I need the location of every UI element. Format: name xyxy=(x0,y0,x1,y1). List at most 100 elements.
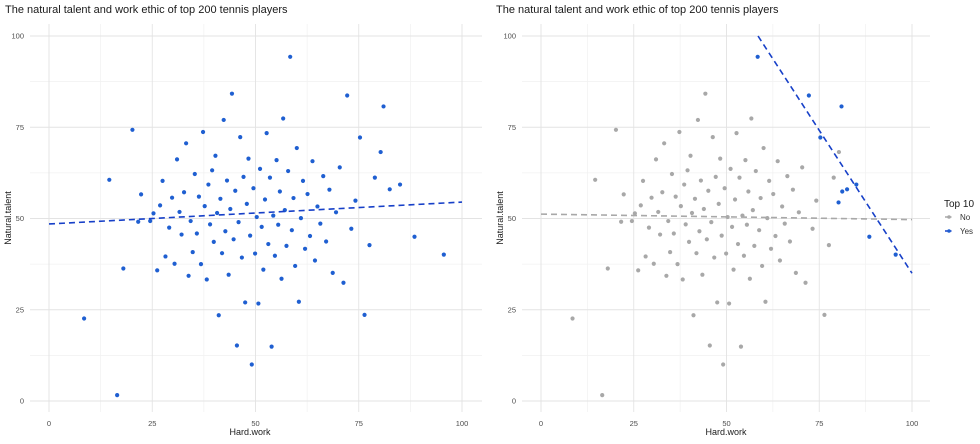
scatter-point xyxy=(107,177,112,182)
scatter-point-no xyxy=(773,233,778,239)
scatter-point-yes xyxy=(806,93,811,98)
scatter-point-no xyxy=(731,267,736,272)
scatter-point xyxy=(174,157,180,162)
scatter-point-no xyxy=(831,175,836,180)
scatter-point-no xyxy=(734,130,739,136)
scatter-point-no xyxy=(780,204,785,209)
scatter-point xyxy=(330,270,335,275)
right-gridlines xyxy=(522,24,930,412)
x-tick-label: 0 xyxy=(47,419,51,428)
scatter-point xyxy=(272,253,278,258)
scatter-point-yes xyxy=(867,234,872,239)
scatter-point-no xyxy=(712,255,717,260)
scatter-point-yes xyxy=(836,200,841,205)
scatter-point-no xyxy=(787,239,793,244)
x-tick-label: 50 xyxy=(722,419,730,428)
scatter-point xyxy=(186,273,191,278)
scatter-point xyxy=(286,168,291,174)
scatter-point-no xyxy=(692,196,698,201)
scatter-point xyxy=(219,251,225,256)
scatter-point-no xyxy=(666,218,671,224)
scatter-point xyxy=(302,246,308,251)
scatter-point xyxy=(266,241,271,247)
scatter-point xyxy=(264,130,269,136)
scatter-point-no xyxy=(729,224,735,229)
scatter-point-yes xyxy=(854,182,859,187)
scatter-point-no xyxy=(719,233,724,238)
scatter-point-no xyxy=(777,258,783,263)
scatter-point-no xyxy=(704,237,709,242)
scatter-point xyxy=(213,153,218,158)
scatter-point xyxy=(204,277,209,282)
scatter-point xyxy=(321,174,326,179)
scatter-point-yes xyxy=(755,54,760,59)
right-scatter-panel: The natural talent and work ethic of top… xyxy=(495,4,930,437)
legend-title: Top 10 xyxy=(944,199,974,210)
scatter-point xyxy=(155,268,160,273)
scatter-point xyxy=(248,233,253,238)
scatter-point xyxy=(291,195,296,201)
scatter-point-no xyxy=(657,232,663,237)
scatter-point xyxy=(279,276,284,281)
x-tick-label: 75 xyxy=(355,419,363,428)
scatter-point xyxy=(254,214,259,220)
scatter-point xyxy=(372,175,377,180)
scatter-point xyxy=(327,187,332,192)
scatter-point-no xyxy=(722,186,727,191)
scatter-point xyxy=(244,201,249,206)
legend: Top 10 No Yes xyxy=(944,199,974,236)
scatter-point xyxy=(318,221,323,226)
scatter-point xyxy=(246,156,251,161)
scatter-point-no xyxy=(758,195,763,201)
scatter-point xyxy=(267,175,273,180)
scatter-point-no xyxy=(721,362,726,367)
x-tick-label: 75 xyxy=(815,419,823,428)
right-points-no xyxy=(570,91,842,398)
scatter-point xyxy=(226,272,231,277)
y-tick-label: 100 xyxy=(503,32,516,41)
scatter-point xyxy=(307,233,313,239)
scatter-point xyxy=(362,312,367,317)
left-trend xyxy=(48,201,463,225)
scatter-point-no xyxy=(732,197,738,202)
scatter-point-yes xyxy=(893,252,898,257)
scatter-point-no xyxy=(636,268,641,273)
scatter-point-no xyxy=(706,188,711,193)
trend-line xyxy=(48,201,463,225)
right-x-axis-label: Hard.work xyxy=(705,427,747,437)
scatter-point-no xyxy=(785,174,790,179)
scatter-point xyxy=(216,313,221,318)
scatter-point-no xyxy=(728,166,733,171)
y-tick-label: 25 xyxy=(508,305,516,314)
left-tick-labels: 0 25 50 75 100 0 25 50 75 100 xyxy=(11,32,468,428)
scatter-point-no xyxy=(768,246,774,251)
scatter-point-no xyxy=(800,165,805,170)
scatter-point-no xyxy=(673,194,678,199)
scatter-point xyxy=(296,299,301,304)
scatter-point-no xyxy=(710,135,715,140)
scatter-point-no xyxy=(698,178,704,183)
legend-yes-label: Yes xyxy=(960,227,973,236)
right-chart-title: The natural talent and work ethic of top… xyxy=(496,4,779,16)
x-tick-label: 25 xyxy=(148,419,156,428)
scatter-point xyxy=(214,210,220,216)
scatter-point xyxy=(130,127,135,132)
scatter-point xyxy=(82,316,87,321)
trend-line-no xyxy=(540,213,913,221)
scatter-point-no xyxy=(649,195,654,200)
scatter-point-no xyxy=(743,158,748,163)
scatter-point xyxy=(196,194,202,199)
scatter-point xyxy=(252,251,258,256)
scatter-point xyxy=(138,192,144,197)
scatter-point-no xyxy=(683,222,688,227)
scatter-point-no xyxy=(709,220,714,225)
scatter-point-no xyxy=(796,210,801,215)
scatter-point-no xyxy=(775,159,780,164)
scatter-point-no xyxy=(738,344,744,349)
scatter-point-no xyxy=(619,219,624,224)
scatter-point xyxy=(333,210,339,215)
scatter-point-no xyxy=(605,266,610,271)
scatter-point xyxy=(157,203,163,208)
right-tick-labels: 0 25 50 75 100 0 25 50 75 100 xyxy=(503,32,918,428)
scatter-point xyxy=(172,261,177,266)
